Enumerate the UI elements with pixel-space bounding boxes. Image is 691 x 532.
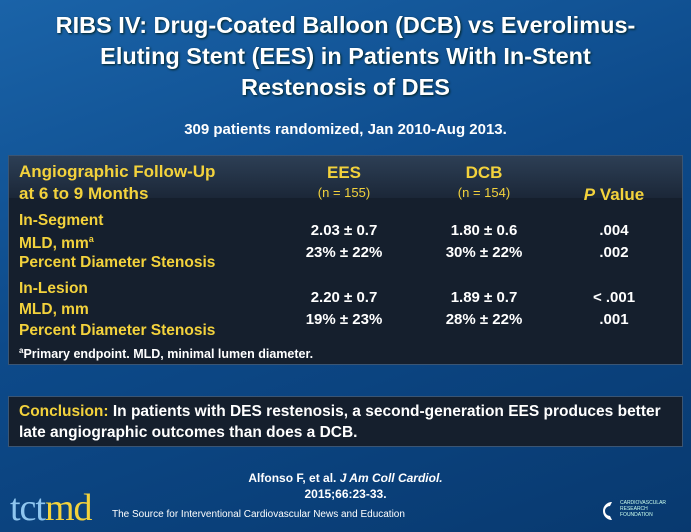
group-in-lesion: In-Lesion MLD, mm Percent Diameter Steno…: [19, 278, 215, 341]
table-header-bg: [9, 156, 682, 198]
cell: 2.03 ± 0.7: [310, 222, 378, 239]
tctmd-logo: tctmd: [10, 486, 93, 530]
title-line: Restenosis of DES: [241, 74, 450, 100]
title-line: Eluting Stent (EES) in Patients With In-…: [100, 43, 591, 69]
citation-authors: Alfonso F, et al.: [248, 471, 340, 485]
subtitle: 309 patients randomized, Jan 2010-Aug 20…: [184, 121, 507, 138]
col-p-italic: P: [583, 185, 596, 204]
slide-title: RIBS IV: Drug-Coated Balloon (DCB) vs Ev…: [0, 10, 691, 103]
citation-journal: J Am Coll Cardiol.: [339, 471, 443, 485]
dcb-values: 1.80 ± 0.6 30% ± 22%: [424, 221, 544, 262]
header-label: Angiographic Follow-Up at 6 to 9 Months: [19, 161, 215, 205]
dcb-values: 1.89 ± 0.7 28% ± 22%: [424, 288, 544, 329]
conclusion-text: In patients with DES restenosis, a secon…: [19, 403, 661, 441]
footnote: aPrimary endpoint. MLD, minimal lumen di…: [19, 346, 313, 361]
cell: .001: [599, 311, 629, 328]
cell: .004: [599, 222, 629, 239]
ees-values: 2.20 ± 0.7 19% ± 23%: [284, 288, 404, 329]
crf-logo-text: CARDIOVASCULAR RESEARCH FOUNDATION: [620, 500, 667, 518]
ees-values: 2.03 ± 0.7 23% ± 22%: [284, 221, 404, 262]
col-dcb: DCB (n = 154): [424, 163, 544, 200]
cell: < .001: [592, 289, 636, 306]
col-ees-label: EES: [326, 163, 362, 182]
col-dcb-label: DCB: [465, 163, 503, 182]
col-ees-n: (n = 155): [317, 185, 371, 200]
header-label-line: Angiographic Follow-Up: [19, 162, 216, 181]
header-label-line: at 6 to 9 Months: [19, 184, 149, 203]
citation-details: 2015;66:23-33.: [304, 487, 387, 501]
citation: Alfonso F, et al. J Am Coll Cardiol. 201…: [0, 470, 691, 502]
conclusion-box: Conclusion: In patients with DES resteno…: [8, 396, 683, 447]
row-label: Percent Diameter Stenosis: [19, 322, 216, 339]
col-p: P Value: [554, 185, 674, 205]
cell: 30% ± 22%: [445, 244, 523, 261]
col-dcb-n: (n = 154): [457, 185, 511, 200]
results-table: Angiographic Follow-Up at 6 to 9 Months …: [8, 155, 683, 365]
tagline: The Source for Interventional Cardiovasc…: [112, 509, 405, 520]
crf-logo-icon: [603, 502, 612, 520]
group-in-segment: In-Segment MLD, mma Percent Diameter Ste…: [19, 211, 215, 272]
cell: .002: [599, 244, 629, 261]
row-label: MLD, mm: [19, 301, 89, 318]
p-values: < .001 .001: [554, 288, 674, 329]
cell: 1.80 ± 0.6: [450, 222, 518, 239]
footnote-text: Primary endpoint. MLD, minimal lumen dia…: [23, 347, 314, 362]
row-label: Percent Diameter Stenosis: [19, 254, 216, 272]
cell: 2.20 ± 0.7: [310, 289, 378, 306]
group-name: In-Lesion: [19, 280, 88, 297]
superscript: a: [88, 234, 94, 244]
p-values: .004 .002: [554, 221, 674, 262]
logo-md: md: [44, 487, 93, 529]
superscript: a: [19, 346, 24, 355]
col-p-label: Value: [595, 185, 645, 204]
cell: 28% ± 22%: [445, 311, 523, 328]
col-ees: EES (n = 155): [284, 163, 404, 200]
logo-tct: tct: [10, 487, 46, 529]
group-name: In-Segment: [19, 212, 104, 229]
conclusion-label: Conclusion:: [19, 403, 109, 420]
row-label: MLD, mm: [19, 235, 89, 253]
cell: 23% ± 22%: [305, 244, 383, 261]
title-line: RIBS IV: Drug-Coated Balloon (DCB) vs Ev…: [55, 12, 636, 38]
cell: 1.89 ± 0.7: [450, 289, 518, 306]
cell: 19% ± 23%: [305, 311, 383, 328]
